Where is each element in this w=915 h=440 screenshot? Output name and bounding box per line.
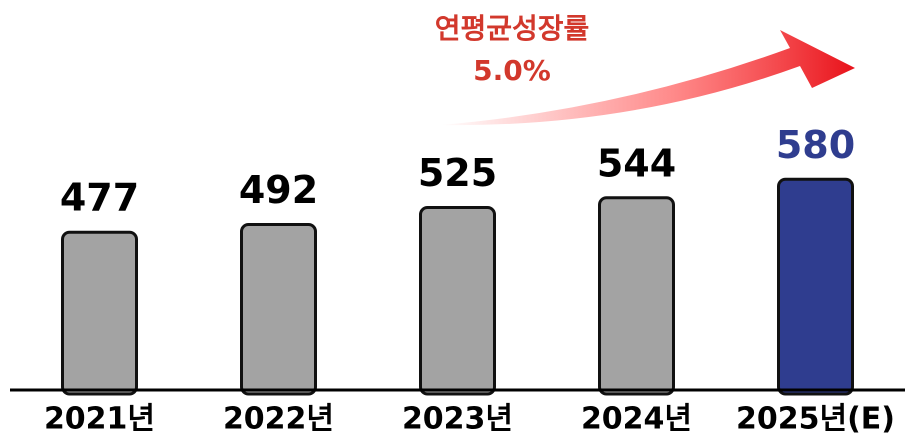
- bar: [777, 177, 854, 396]
- cagr-label: 연평균성장률: [435, 12, 590, 45]
- growth-arrow: [440, 30, 855, 126]
- x-tick-label: 2022년: [223, 402, 334, 437]
- value-label: 580: [776, 123, 855, 167]
- value-label: 477: [60, 176, 139, 220]
- bar: [240, 223, 317, 396]
- x-tick-label: 2025년(E): [736, 402, 895, 437]
- cagr-value: 5.0%: [473, 54, 551, 87]
- x-tick-label: 2021년: [44, 402, 155, 437]
- bar: [61, 230, 138, 396]
- value-label: 492: [239, 168, 318, 212]
- x-tick-label: 2024년: [581, 402, 692, 437]
- x-tick-label: 2023년: [402, 402, 513, 437]
- bar: [598, 196, 675, 396]
- value-label: 544: [597, 141, 676, 185]
- bar: [419, 206, 496, 396]
- value-label: 525: [418, 151, 497, 195]
